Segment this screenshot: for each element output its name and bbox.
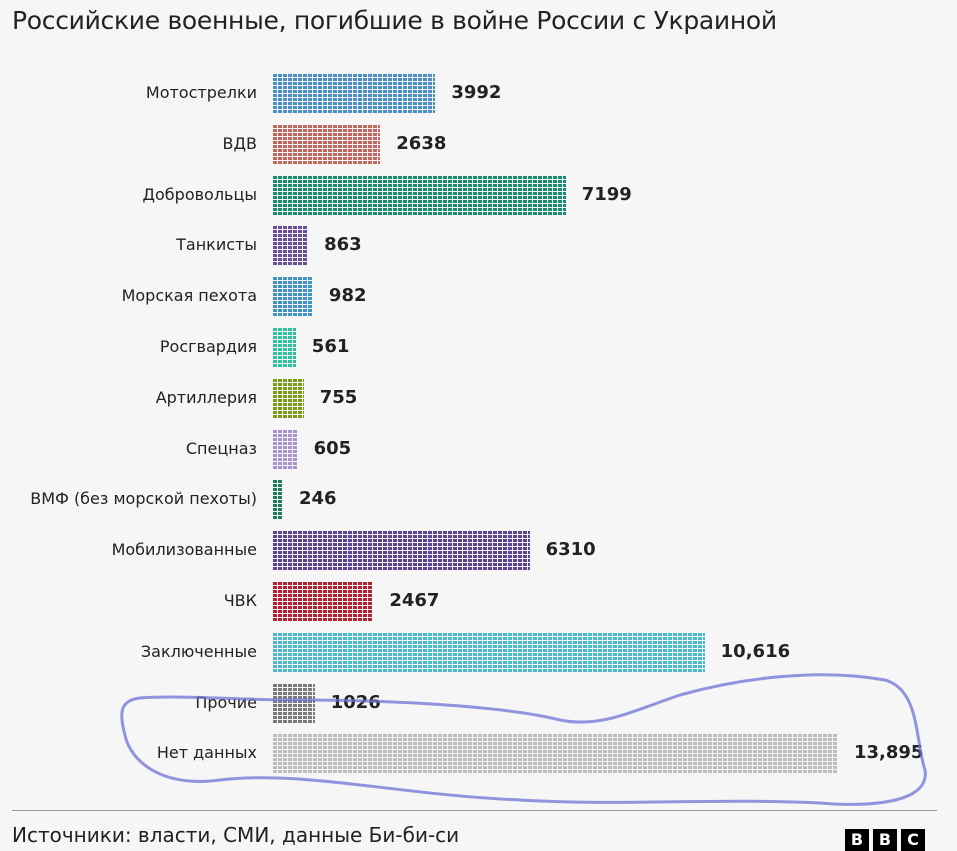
bar [273,123,381,164]
footer-divider [12,810,937,811]
category-label: Мобилизованные [111,540,257,560]
value-label: 561 [311,336,350,357]
bar-row: ЧВК 2467 [0,578,957,624]
category-label: Заключенные [140,641,257,661]
value-label: 13,895 [854,742,924,764]
bar-row: Спецназ 605 [0,426,957,472]
value-label: 7199 [581,183,632,205]
bar [273,631,705,672]
bar [273,682,315,723]
category-label: Прочие [195,692,257,712]
category-label: Танкисты [176,235,257,255]
bar [273,581,374,621]
bar-row: ВМФ (без морской пехоты) 246 [0,476,957,522]
bar-row: Добровольцы 7199 [0,172,957,218]
value-label: 10,616 [720,640,791,662]
bar-row: Мотострелки 3992 [0,70,957,116]
value-label: 2638 [396,132,447,154]
value-label: 6310 [545,539,596,561]
bar-row: Артиллерия 755 [0,375,957,421]
chart-title: Российские военные, погибшие в войне Рос… [12,6,777,35]
value-label: 605 [313,437,352,459]
value-label: 3992 [451,82,502,103]
value-label: 863 [324,234,362,256]
category-label: Спецназ [185,438,257,458]
category-label: Мотострелки [145,83,257,102]
bar [273,479,283,520]
category-label: ЧВК [223,591,257,610]
value-label: 2467 [389,590,440,611]
value-label: 755 [319,386,358,408]
bar [273,428,298,469]
value-label: 982 [328,285,367,307]
category-label: ВДВ [222,133,257,153]
bar-row: Танкисты 863 [0,222,957,268]
bar [273,276,313,317]
bar [273,73,436,113]
bar-row: Заключенные 10,616 [0,629,957,675]
bar [273,377,304,418]
category-label: Нет данных [156,743,257,763]
category-label: ВМФ (без морской пехоты) [30,489,257,509]
bar-row: Морская пехота 982 [0,273,957,319]
category-label: Артиллерия [155,387,257,407]
bar-row: Прочие 1026 [0,680,957,726]
bar [273,327,296,367]
category-label: Морская пехота [121,286,257,306]
bar-row: Росгвардия 561 [0,324,957,370]
bar-row: Нет данных 13,895 [0,730,957,776]
category-label: Добровольцы [142,184,258,204]
bar-row: ВДВ 2638 [0,121,957,167]
source-note: Источники: власти, СМИ, данные Би-би-си [12,823,460,847]
value-label: 1026 [330,691,381,713]
bar-row: Мобилизованные 6310 [0,527,957,573]
bar [273,174,566,215]
category-label: Росгвардия [159,337,257,356]
bar [273,733,838,774]
bar [273,530,530,571]
bar [273,225,309,266]
value-label: 246 [299,488,337,510]
